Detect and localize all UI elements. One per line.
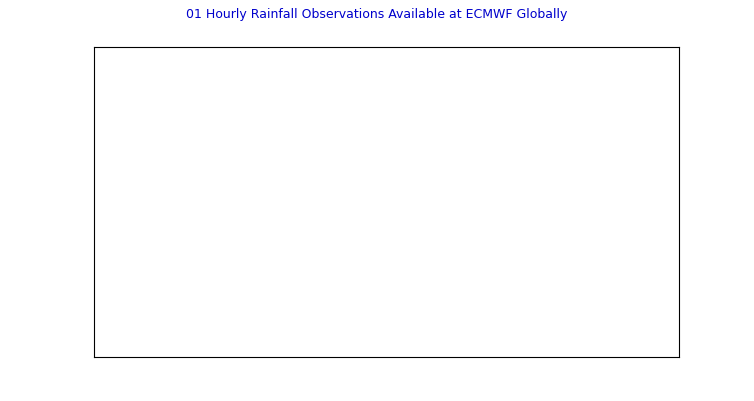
Text: 01 Hourly Rainfall Observations Available at ECMWF Globally: 01 Hourly Rainfall Observations Availabl… bbox=[186, 8, 568, 21]
